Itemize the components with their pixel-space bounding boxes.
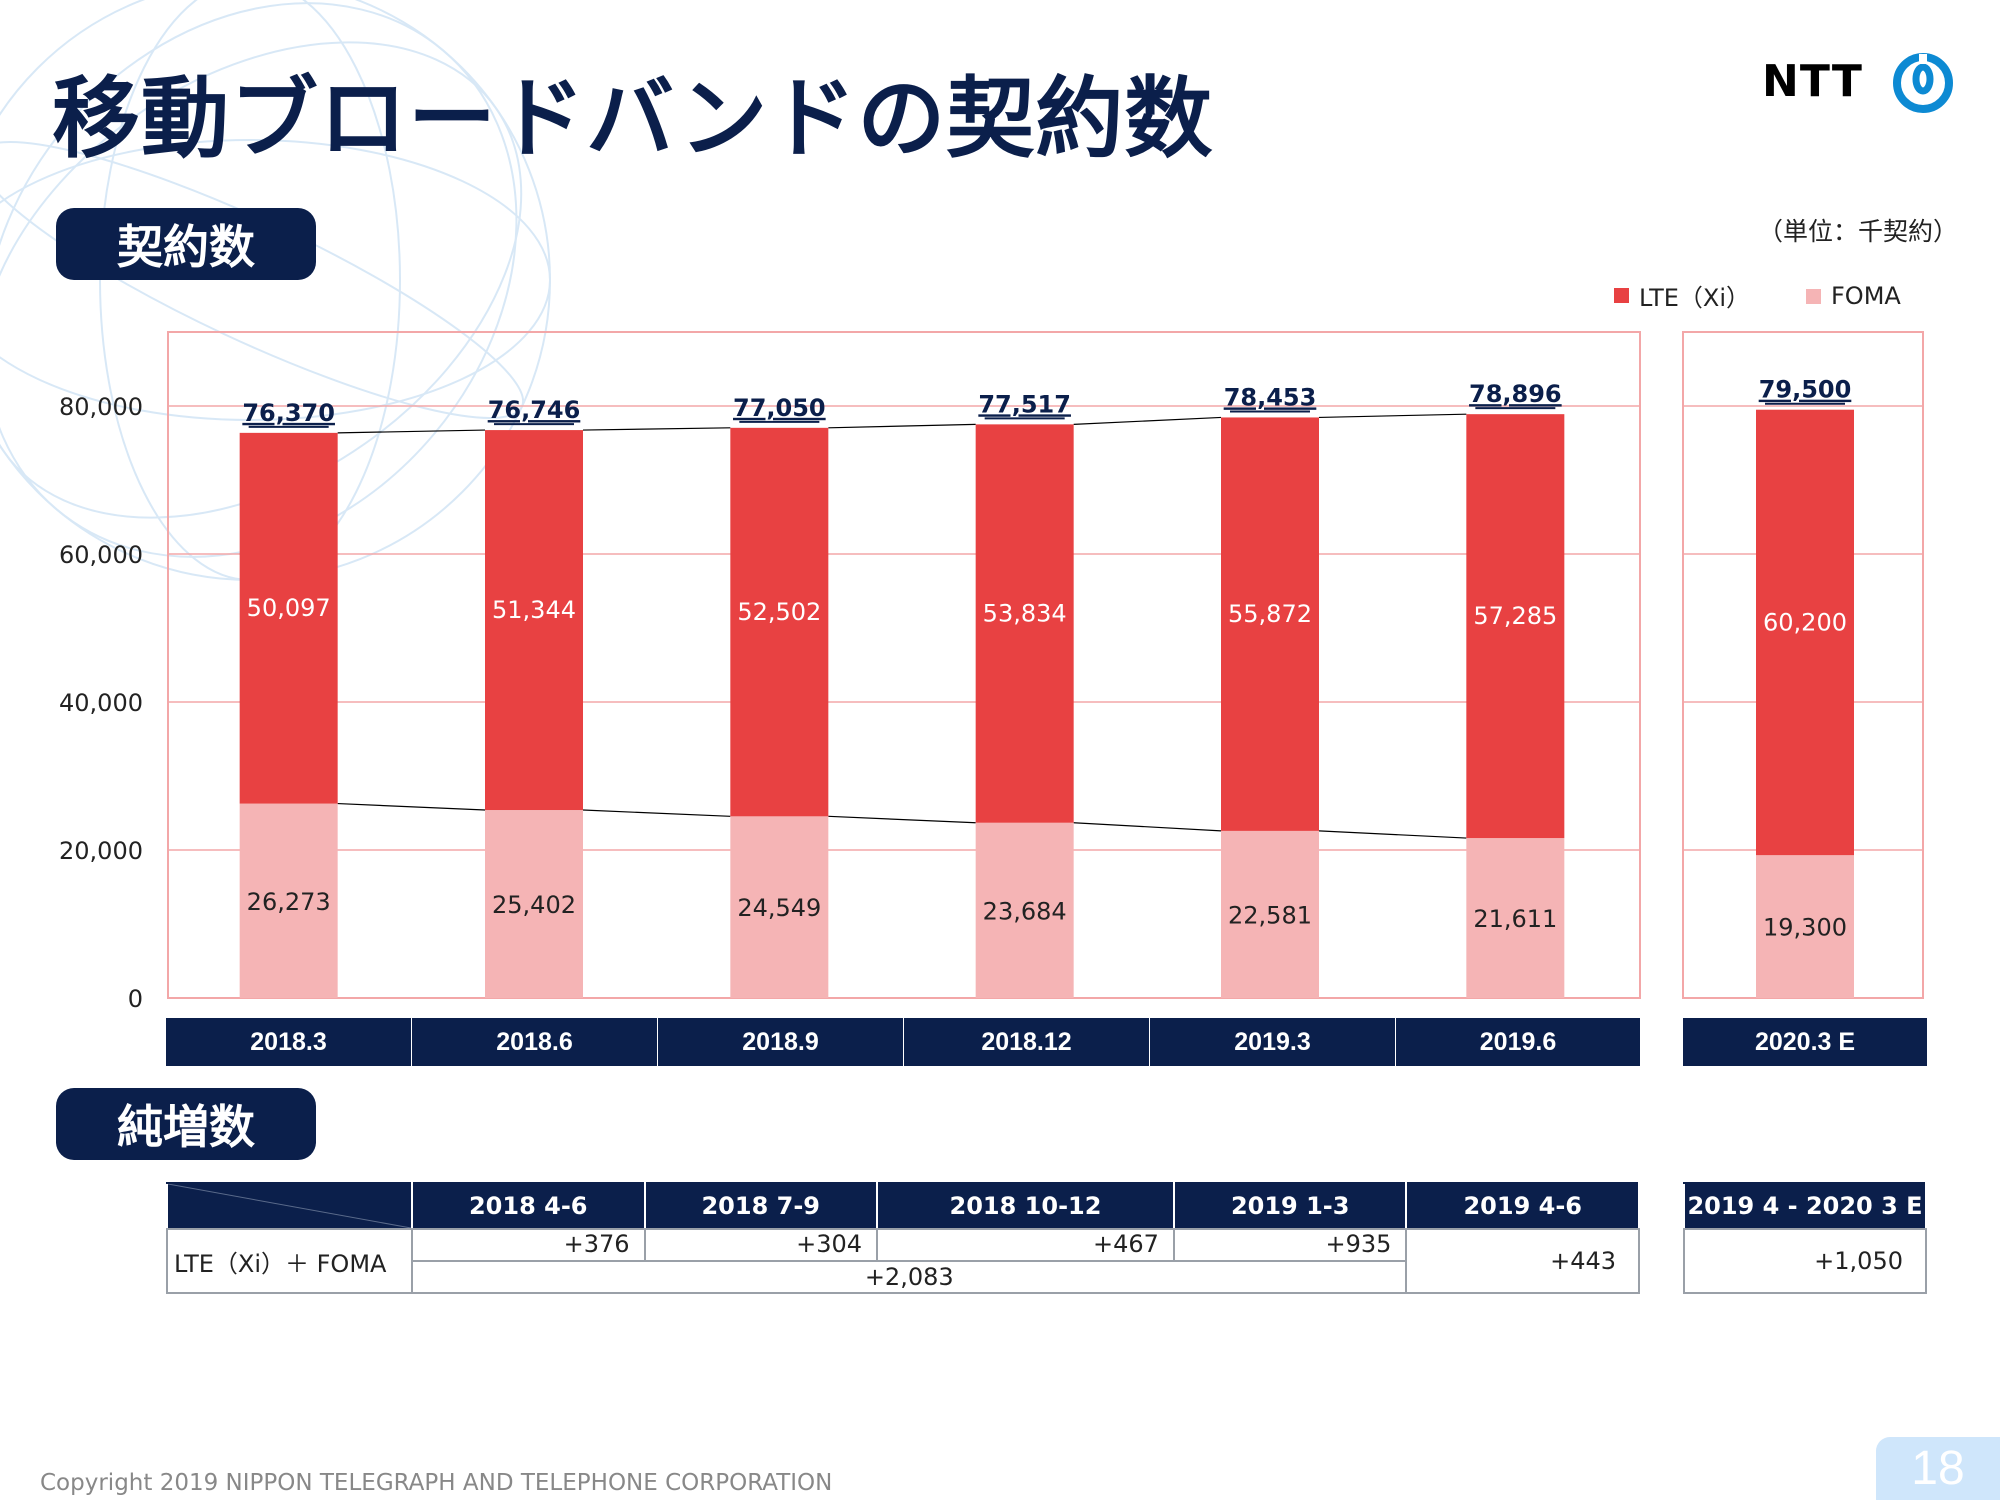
- total-connector-line: [337, 429, 486, 434]
- net-table-header-2018-10-12: 2018 10-12: [876, 1182, 1175, 1230]
- data-label-total: 78,896: [1469, 380, 1562, 408]
- foma-connector-line: [337, 802, 486, 811]
- bar-foma: [1221, 830, 1319, 998]
- foma-connector-line: [1073, 822, 1222, 832]
- data-label-foma: 26,273: [247, 888, 331, 916]
- data-label-foma: 19,300: [1763, 914, 1847, 942]
- foma-connector-line: [582, 809, 731, 817]
- data-label-total: 76,370: [242, 399, 335, 427]
- data-label-lte: 57,285: [1473, 602, 1557, 630]
- logo-text: NTT: [1762, 56, 1863, 107]
- category-label-2019-6: 2019.6: [1396, 1018, 1640, 1066]
- y-tick-label: 20,000: [59, 837, 143, 865]
- copyright-footer: Copyright 2019 NIPPON TELEGRAPH AND TELE…: [40, 1470, 833, 1496]
- category-label-2018-6: 2018.6: [412, 1018, 657, 1066]
- y-tick-label: 80,000: [59, 393, 143, 421]
- bar-foma: [1756, 855, 1854, 998]
- legend-foma: FOMA: [1806, 282, 1901, 310]
- foma-connector-line: [828, 815, 976, 824]
- bar-foma: [975, 822, 1074, 998]
- forecast-header: 2019 4 - 2020 3 E: [1683, 1182, 1927, 1230]
- legend-lte: LTE（Xi）: [1614, 278, 1750, 313]
- net-table-header-2019-4-6: 2019 4-6: [1405, 1182, 1640, 1230]
- category-label-2019-3: 2019.3: [1150, 1018, 1395, 1066]
- bar-foma: [730, 816, 829, 998]
- bar-lte: [239, 432, 338, 804]
- legend-foma-label: FOMA: [1831, 282, 1901, 310]
- y-tick-label: 60,000: [59, 541, 143, 569]
- net-table-row-label: LTE（Xi）＋ FOMA: [166, 1228, 413, 1294]
- data-label-foma: 25,402: [492, 891, 576, 919]
- y-tick-label: 0: [128, 985, 143, 1010]
- net-table-header-2018-4-6: 2018 4-6: [411, 1182, 646, 1230]
- data-label-foma: 23,684: [983, 897, 1067, 925]
- data-label-total: 77,517: [978, 390, 1071, 418]
- bar-lte: [1221, 417, 1319, 831]
- net-table-row-quarterly: LTE（Xi）＋ FOMA +376 +304 +467 +935 +443: [166, 1228, 1640, 1294]
- legend-foma-swatch: [1806, 288, 1821, 304]
- category-label-2018-12: 2018.12: [904, 1018, 1149, 1066]
- plot-frame-0: [167, 331, 1641, 999]
- net-table-corner-cell: [166, 1182, 413, 1230]
- net-table-row-total: +2,083: [167, 1260, 1639, 1294]
- net-value-2018-7-9: +304: [643, 1228, 878, 1262]
- data-label-total: 79,500: [1759, 376, 1852, 404]
- bar-lte: [1756, 409, 1854, 856]
- y-tick-label: 40,000: [59, 689, 143, 717]
- forecast-header-row: 2019 4 - 2020 3 E: [1683, 1182, 1927, 1230]
- data-label-total: 77,050: [733, 394, 826, 422]
- bar-foma: [485, 810, 583, 998]
- net-value-fy-total: +2,083: [410, 1260, 1408, 1294]
- net-value-2018-4-6: +376: [411, 1228, 646, 1262]
- net-value-2019-4-6: +443: [1405, 1228, 1640, 1294]
- bar-foma: [1466, 838, 1565, 998]
- net-additions-section-label: 純増数: [56, 1088, 316, 1160]
- forecast-value-row: +1,050: [1683, 1228, 1927, 1294]
- bar-lte: [730, 427, 829, 817]
- total-connector-line: [1073, 416, 1222, 425]
- total-connector-line: [1318, 413, 1467, 419]
- bar-lte: [1466, 414, 1565, 839]
- data-label-lte: 55,872: [1228, 600, 1312, 628]
- net-additions-table: 2018 4-6 2018 7-9 2018 10-12 2019 1-3 20…: [166, 1182, 1640, 1294]
- page-title: 移動ブロードバンドの契約数: [52, 67, 1214, 170]
- unit-note: （単位：千契約）: [1758, 217, 1959, 246]
- bar-lte: [975, 424, 1074, 823]
- legend-lte-label: LTE（Xi）: [1639, 284, 1750, 312]
- net-additions-forecast-table: 2019 4 - 2020 3 E +1,050: [1683, 1182, 1927, 1294]
- diagonal-line: [168, 1184, 411, 1228]
- category-label-2020-3-e: 2020.3 E: [1683, 1018, 1927, 1066]
- legend-lte-swatch: [1614, 288, 1629, 303]
- data-label-lte: 52,502: [737, 598, 821, 626]
- data-label-foma: 22,581: [1228, 901, 1312, 929]
- total-connector-line: [582, 427, 731, 431]
- bar-lte: [485, 430, 583, 811]
- page-number: 18: [1876, 1437, 2000, 1500]
- category-label-2018-9: 2018.9: [658, 1018, 903, 1066]
- data-label-foma: 21,611: [1473, 905, 1557, 933]
- net-table-header-row: 2018 4-6 2018 7-9 2018 10-12 2019 1-3 20…: [166, 1182, 1640, 1230]
- net-table-header-2019-1-3: 2019 1-3: [1172, 1182, 1408, 1230]
- total-connector-line: [828, 423, 976, 429]
- net-table-header-2018-7-9: 2018 7-9: [643, 1182, 878, 1230]
- data-label-lte: 53,834: [983, 600, 1067, 628]
- stacked-bar-chart: 0 20,000 40,000 60,000 80,000 26,273 50,097 76,…: [59, 331, 1924, 1010]
- bar-foma: [239, 803, 338, 998]
- forecast-value: +1,050: [1683, 1228, 1927, 1294]
- data-label-lte: 51,344: [492, 596, 576, 624]
- data-label-foma: 24,549: [737, 894, 821, 922]
- ntt-mark-icon: [1893, 53, 1953, 113]
- data-label-total: 78,453: [1224, 383, 1317, 411]
- foma-connector-line: [1318, 830, 1467, 839]
- net-value-2019-1-3: +935: [1172, 1228, 1408, 1262]
- data-label-lte: 60,200: [1763, 608, 1847, 636]
- contracts-section-label: 契約数: [56, 208, 316, 280]
- data-label-lte: 50,097: [247, 594, 331, 622]
- data-label-total: 76,746: [488, 396, 581, 424]
- ntt-logo: NTT: [1762, 52, 1953, 122]
- category-label-2018-3: 2018.3: [166, 1018, 411, 1066]
- net-value-2018-10-12: +467: [876, 1228, 1175, 1262]
